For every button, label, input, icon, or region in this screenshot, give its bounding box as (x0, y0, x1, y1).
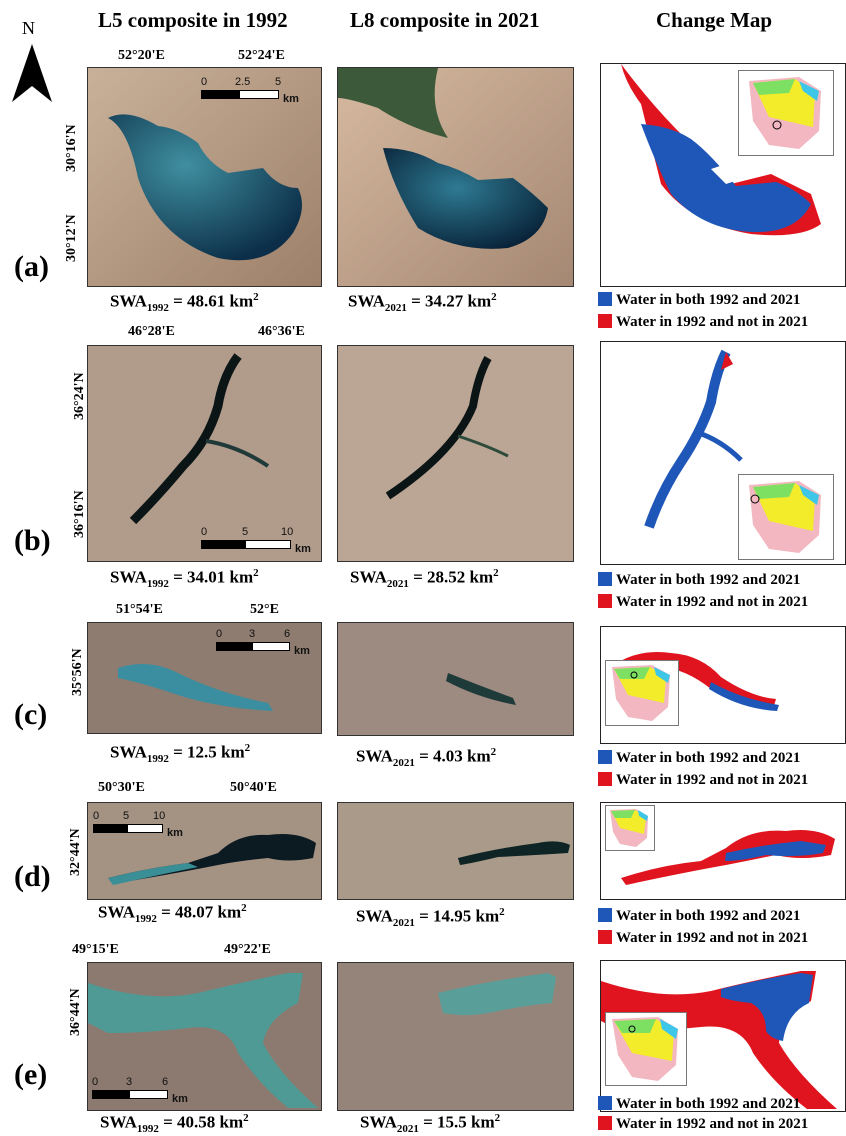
l8-image-a (337, 67, 574, 287)
legend-lost-a: Water in 1992 and not in 2021 (598, 314, 808, 331)
legend-swatch-blue (598, 292, 612, 306)
l5-image-d (87, 802, 322, 900)
swa-2021-a: SWA2021 = 34.27 km2 (348, 291, 497, 315)
row-label-c: (c) (14, 698, 48, 731)
lon-label-e2: 49°22'E (224, 942, 271, 957)
header-l5-1992: L5 composite in 1992 (98, 8, 288, 32)
legend-both-a: Water in both 1992 and 2021 (598, 292, 800, 309)
legend-both-c: Water in both 1992 and 2021 (598, 750, 800, 767)
swa-1992-c: SWA1992 = 12.5 km2 (110, 742, 251, 766)
swa-1992-a: SWA1992 = 48.61 km2 (110, 291, 259, 315)
l8-image-b (337, 345, 574, 562)
lon-label-a2: 52°24'E (238, 48, 285, 63)
l8-image-d (337, 802, 574, 900)
scale-bar-d: 0 5 10 km (93, 810, 183, 839)
scale-bar-b: 0 5 10 km (201, 526, 311, 555)
lon-label-d1: 50°30'E (98, 780, 145, 795)
swa-2021-e: SWA2021 = 15.5 km2 (360, 1112, 501, 1136)
swa-2021-d: SWA2021 = 14.95 km2 (356, 906, 505, 930)
row-label-d: (d) (14, 860, 51, 893)
swa-1992-e: SWA1992 = 40.58 km2 (100, 1112, 249, 1136)
legend-swatch-red (598, 594, 612, 608)
lon-label-c2: 52°E (250, 602, 279, 617)
north-label: N (22, 18, 35, 38)
legend-swatch-red (598, 314, 612, 328)
lat-label-e1: 36°44'N (68, 988, 83, 1036)
lon-label-e1: 49°15'E (72, 942, 119, 957)
l8-image-c (337, 622, 574, 736)
legend-both-b: Water in both 1992 and 2021 (598, 572, 800, 589)
legend-swatch-red (598, 1116, 612, 1130)
legend-lost-c: Water in 1992 and not in 2021 (598, 772, 808, 789)
locator-inset-b (738, 474, 834, 560)
l5-image-b (87, 345, 322, 562)
scale-bar-a: 0 2.5 5 km (201, 76, 299, 105)
lat-label-c1: 35°56'N (70, 648, 85, 696)
lat-label-d1: 32°44'N (68, 828, 83, 876)
locator-inset-a (738, 70, 834, 156)
lat-label-a1: 30°16'N (64, 124, 79, 172)
lon-label-a1: 52°20'E (118, 48, 165, 63)
legend-swatch-red (598, 772, 612, 786)
legend-swatch-red (598, 930, 612, 944)
lon-label-d2: 50°40'E (230, 780, 277, 795)
legend-lost-d: Water in 1992 and not in 2021 (598, 930, 808, 947)
legend-swatch-blue (598, 908, 612, 922)
swa-1992-b: SWA1992 = 34.01 km2 (110, 567, 259, 591)
lon-label-c1: 51°54'E (116, 602, 163, 617)
l5-image-a (87, 67, 322, 287)
legend-lost-e: Water in 1992 and not in 2021 (598, 1116, 808, 1133)
legend-swatch-blue (598, 572, 612, 586)
legend-swatch-blue (598, 1096, 612, 1110)
swa-1992-d: SWA1992 = 48.07 km2 (98, 902, 247, 926)
l8-image-e (337, 962, 574, 1111)
row-label-a: (a) (14, 250, 49, 283)
locator-inset-d (605, 805, 655, 851)
change-map-a (600, 63, 846, 287)
legend-both-d: Water in both 1992 and 2021 (598, 908, 800, 925)
legend-both-e: Water in both 1992 and 2021 (598, 1096, 800, 1113)
lat-label-b2: 36°16'N (72, 490, 87, 538)
lon-label-b2: 46°36'E (258, 324, 305, 339)
locator-inset-c (605, 660, 679, 726)
lat-label-b1: 36°24'N (72, 372, 87, 420)
locator-inset-e (605, 1012, 687, 1086)
swa-2021-c: SWA2021 = 4.03 km2 (356, 746, 497, 770)
legend-swatch-blue (598, 750, 612, 764)
north-arrow-icon (12, 44, 52, 102)
swa-2021-b: SWA2021 = 28.52 km2 (350, 567, 499, 591)
header-l8-2021: L8 composite in 2021 (350, 8, 540, 32)
lat-label-a2: 30°12'N (64, 214, 79, 262)
l5-image-e (87, 962, 322, 1111)
legend-lost-b: Water in 1992 and not in 2021 (598, 594, 808, 611)
l5-image-c (87, 622, 322, 734)
header-change-map: Change Map (656, 8, 773, 32)
lon-label-b1: 46°28'E (128, 324, 175, 339)
row-label-b: (b) (14, 524, 51, 557)
row-label-e: (e) (14, 1058, 48, 1091)
